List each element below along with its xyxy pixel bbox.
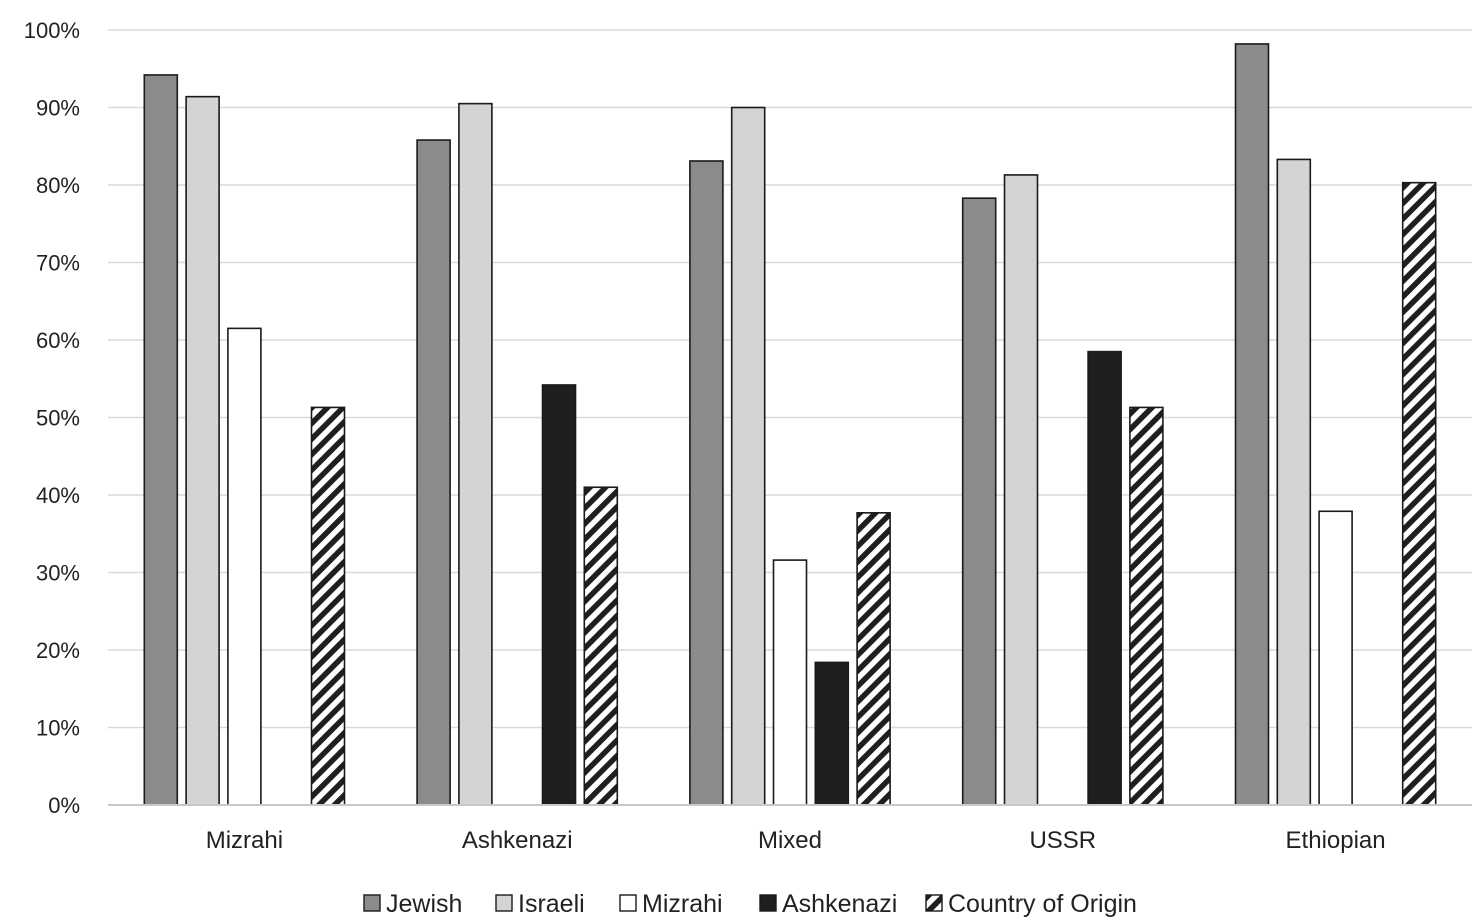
y-tick-label: 50% bbox=[36, 406, 80, 431]
legend-item-mizrahi: Mizrahi bbox=[619, 890, 723, 918]
bar-jewish-ashkenazi bbox=[416, 139, 451, 806]
bar-mizrahi-mixed bbox=[772, 559, 808, 806]
legend-swatch bbox=[495, 894, 513, 912]
bar-israeli-mixed bbox=[730, 106, 766, 806]
bar-jewish-ussr bbox=[961, 197, 997, 806]
legend: Jewish Israeli Mizrahi Ashkenazi Country of … bbox=[363, 890, 1137, 918]
bar-israeli-ethiopian bbox=[1276, 158, 1312, 806]
bars bbox=[143, 43, 1437, 806]
y-tick-label: 90% bbox=[36, 96, 80, 121]
bar-jewish-mizrahi bbox=[143, 74, 179, 806]
y-tick-label: 10% bbox=[36, 716, 80, 741]
x-category-label: Ashkenazi bbox=[462, 827, 573, 854]
y-axis-ticks: 0% 10% 20% 30% 40% 50% 60% 70% 80% 90% 100% bbox=[24, 18, 80, 818]
bar-country-of-origin-ussr bbox=[1129, 406, 1164, 806]
y-tick-label: 70% bbox=[36, 251, 80, 276]
legend-swatch bbox=[925, 894, 943, 912]
bar-country-of-origin-mizrahi bbox=[310, 406, 346, 806]
y-tick-label: 80% bbox=[36, 173, 80, 198]
y-tick-label: 60% bbox=[36, 328, 80, 353]
legend-swatch bbox=[363, 894, 381, 912]
bar-mizrahi-ethiopian bbox=[1318, 510, 1353, 806]
bar-israeli-ashkenazi bbox=[458, 102, 493, 806]
bar-israeli-mizrahi bbox=[185, 95, 220, 806]
legend-swatch bbox=[619, 894, 637, 912]
x-category-label: USSR bbox=[1029, 827, 1096, 854]
bar-mizrahi-mizrahi bbox=[227, 327, 262, 806]
legend-item-ashkenazi: Ashkenazi bbox=[759, 890, 897, 918]
legend-item-country-of-origin: Country of Origin bbox=[925, 890, 1137, 918]
legend-swatch bbox=[759, 894, 777, 912]
bar-jewish-mixed bbox=[689, 160, 724, 806]
legend-label: Israeli bbox=[518, 890, 585, 918]
y-tick-label: 40% bbox=[36, 483, 80, 508]
bar-country-of-origin-ethiopian bbox=[1401, 181, 1437, 806]
legend-label: Jewish bbox=[386, 890, 462, 918]
x-category-label: Mixed bbox=[758, 827, 822, 854]
y-tick-label: 30% bbox=[36, 561, 80, 586]
legend-label: Ashkenazi bbox=[782, 890, 897, 918]
legend-item-jewish: Jewish bbox=[363, 890, 462, 918]
y-tick-label: 100% bbox=[24, 18, 80, 43]
bar-ashkenazi-ussr bbox=[1087, 350, 1122, 806]
bar-ashkenazi-mixed bbox=[814, 661, 850, 806]
x-category-label: Mizrahi bbox=[206, 827, 283, 854]
y-tick-label: 20% bbox=[36, 638, 80, 663]
legend-label: Mizrahi bbox=[642, 890, 723, 918]
bar-country-of-origin-mixed bbox=[856, 512, 891, 806]
bar-country-of-origin-ashkenazi bbox=[583, 486, 619, 806]
x-axis-labels: Mizrahi Ashkenazi Mixed USSR Ethiopian bbox=[206, 827, 1386, 854]
bar-ashkenazi-ashkenazi bbox=[541, 384, 577, 806]
x-category-label: Ethiopian bbox=[1286, 827, 1386, 854]
bar-israeli-ussr bbox=[1003, 174, 1039, 806]
legend-label: Country of Origin bbox=[948, 890, 1137, 918]
y-tick-label: 0% bbox=[48, 793, 80, 818]
legend-item-israeli: Israeli bbox=[495, 890, 585, 918]
bar-jewish-ethiopian bbox=[1234, 43, 1270, 806]
